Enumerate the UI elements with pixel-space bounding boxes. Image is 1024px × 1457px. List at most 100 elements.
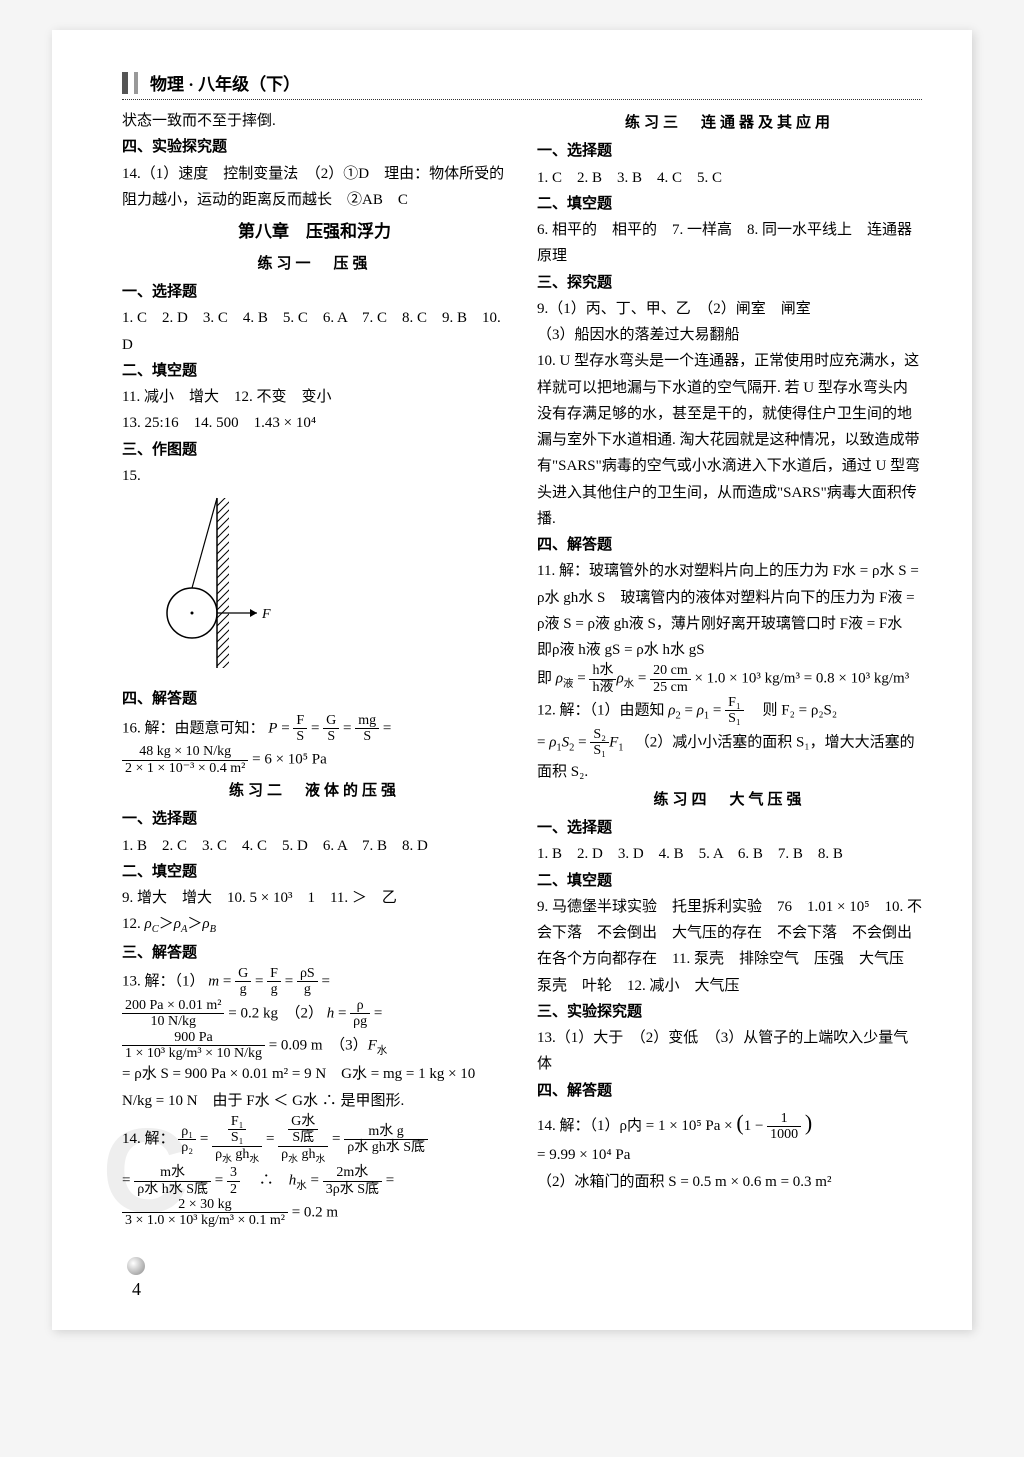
answer-text: 11. 解：玻璃管外的水对塑料片向上的压力为 F水 = ρ水 S = ρ水 gh… — [537, 558, 922, 637]
answer-text: 14.（1）速度 控制变量法 （2）①D 理由：物体所受的阻力越小，运动的距离反… — [122, 161, 507, 214]
header-accent-2 — [134, 72, 138, 94]
page-number: 4 — [132, 1279, 141, 1300]
fraction: h水h液 — [589, 663, 616, 695]
page: C 物理 · 八年级（下） 状态一致而不至于摔倒. 四、实验探究题 14.（1）… — [52, 30, 972, 1330]
section-heading: 三、解答题 — [122, 940, 507, 966]
fraction: ρρg — [350, 998, 370, 1030]
fraction: Fg — [267, 966, 281, 998]
answer-text: 6. 相平的 相平的 7. 一样高 8. 同一水平线上 连通器原理 — [537, 217, 922, 270]
equation-line: 13. 解：（1） m = Gg = Fg = ρSg = — [122, 966, 507, 998]
equation-line: 12. 解：（1）由题知 ρ2 = ρ1 = F₁S₁ 则 F₂ = ρ₂S₂ — [537, 695, 922, 727]
fraction: 11000 — [767, 1111, 801, 1143]
section-heading: 二、填空题 — [537, 868, 922, 894]
eq-text: 13. 解：（1） — [122, 973, 205, 989]
section-heading: 二、填空题 — [122, 859, 507, 885]
eq-text: 12. 解：（1）由题知 — [537, 702, 665, 718]
eq-text: 即 — [537, 671, 552, 687]
fraction: F₁S₁ — [725, 695, 744, 727]
fraction: 2 × 30 kg3 × 1.0 × 10³ kg/m³ × 0.1 m² — [122, 1197, 288, 1229]
equation-line: 48 kg × 10 N/kg2 × 1 × 10⁻³ × 0.4 m² = 6… — [122, 744, 507, 776]
eq-text: 16. 解：由题意可知： — [122, 720, 265, 736]
answer-text: 12. ρC＞ρA＞ρB — [122, 911, 507, 939]
section-heading: 二、填空题 — [122, 358, 507, 384]
eq-result: = 0.2 m — [292, 1204, 338, 1220]
answer-text: 13.（1）大于 （2）变低 （3）从管子的上端吹入少量气体 — [537, 1025, 922, 1078]
equation-line: 14. 解：（1）ρ内 = 1 × 10⁵ Pa × (1 − 11000 ) — [537, 1104, 922, 1143]
section-heading: 三、实验探究题 — [537, 999, 922, 1025]
fraction: 900 Pa1 × 10³ kg/m³ × 10 N/kg — [122, 1030, 265, 1062]
page-header: 物理 · 八年级（下） — [122, 70, 922, 100]
practice-heading: 练习二 液体的压强 — [122, 778, 507, 804]
fraction: Gg — [235, 966, 251, 998]
svg-text:F: F — [261, 607, 271, 622]
fraction: m水ρ水 h水 S底 — [134, 1165, 211, 1197]
right-column: 练习三 连通器及其应用 一、选择题 1. C 2. B 3. B 4. C 5.… — [537, 108, 922, 1229]
section-heading: 四、实验探究题 — [122, 134, 507, 160]
answer-text: 9. 增大 增大 10. 5 × 10³ 1 11. ＞ 乙 — [122, 885, 507, 911]
answer-text: 10. U 型存水弯头是一个连通器，正常使用时应充满水，这样就可以把地漏与下水道… — [537, 348, 922, 532]
fraction: m水 gρ水 gh水 S底 — [344, 1124, 428, 1156]
section-heading: 三、作图题 — [122, 437, 507, 463]
equation-line: 2 × 30 kg3 × 1.0 × 10³ kg/m³ × 0.1 m² = … — [122, 1197, 507, 1229]
answer-text: 9. 马德堡半球实验 托里拆利实验 76 1.01 × 10⁵ 10. 不会下落… — [537, 894, 922, 999]
header-accent-1 — [122, 72, 128, 94]
answer-text: 1. B 2. D 3. D 4. B 5. A 6. B 7. B 8. B — [537, 841, 922, 867]
section-heading: 一、选择题 — [537, 815, 922, 841]
answer-text: = 9.99 × 10⁴ Pa — [537, 1142, 922, 1168]
fraction: 20 cm25 cm — [650, 663, 691, 695]
section-heading: 四、解答题 — [122, 686, 507, 712]
section-heading: 一、选择题 — [122, 806, 507, 832]
fraction: ρ₁ρ₂ — [178, 1124, 196, 1156]
equation-line: 900 Pa1 × 10³ kg/m³ × 10 N/kg = 0.09 m （… — [122, 1030, 507, 1062]
practice-heading: 练习三 连通器及其应用 — [537, 110, 922, 136]
fraction: 32 — [227, 1165, 240, 1197]
eq-text: = 0.09 m （3） — [269, 1037, 368, 1053]
practice-heading: 练习四 大气压强 — [537, 787, 922, 813]
eq-text: 则 F₂ = ρ₂S₂ — [763, 702, 838, 718]
equation-line: = m水ρ水 h水 S底 = 32 ∴ h水 = 2m水3ρ水 S底 = — [122, 1165, 507, 1197]
equation-line: = ρ1S2 = S₂S₁F1 （2）减小小活塞的面积 S₁，增大大活塞的面积 … — [537, 727, 922, 785]
fraction: 200 Pa × 0.01 m²10 N/kg — [122, 998, 224, 1030]
equation-line: 16. 解：由题意可知： P = FS = GS = mgS = — [122, 713, 507, 745]
intro-line: 状态一致而不至于摔倒. — [122, 108, 507, 134]
answer-text: （2）冰箱门的面积 S = 0.5 m × 0.6 m = 0.3 m² — [537, 1169, 922, 1195]
answer-text: 1. B 2. C 3. C 4. C 5. D 6. A 7. B 8. D — [122, 833, 507, 859]
answer-text: 即ρ液 h液 gS = ρ水 h水 gS — [537, 637, 922, 663]
answer-text: 13. 25:16 14. 500 1.43 × 10⁴ — [122, 410, 507, 436]
physics-diagram: F — [142, 493, 302, 673]
section-heading: 一、选择题 — [122, 279, 507, 305]
fraction: mgS — [355, 713, 379, 745]
equation-line: 即 ρ液 = h水h液ρ水 = 20 cm25 cm × 1.0 × 10³ k… — [537, 663, 922, 695]
eq-text: 14. 解：（1）ρ内 = 1 × 10⁵ Pa × — [537, 1118, 733, 1134]
chapter-heading: 第八章 压强和浮力 — [122, 217, 507, 247]
section-heading: 四、解答题 — [537, 1078, 922, 1104]
header-title: 物理 · 八年级（下） — [150, 75, 300, 94]
section-heading: 四、解答题 — [537, 532, 922, 558]
eq-text: ∴ — [259, 1172, 274, 1188]
eq-result: = 6 × 10⁵ Pa — [252, 752, 327, 768]
fraction: FS — [293, 713, 307, 745]
answer-text: 11. 减小 增大 12. 不变 变小 — [122, 384, 507, 410]
answer-text: 1. C 2. D 3. C 4. B 5. C 6. A 7. C 8. C … — [122, 305, 507, 358]
eq-text: × 1.0 × 10³ kg/m³ = 0.8 × 10³ kg/m³ — [694, 671, 909, 687]
fraction: G水S底ρ水 gh水 — [278, 1114, 328, 1165]
fraction: F₁S₁ρ水 gh水 — [212, 1114, 262, 1165]
answer-text: 15. — [122, 463, 507, 489]
answer-text: 1. C 2. B 3. B 4. C 5. C — [537, 165, 922, 191]
fraction: S₂S₁ — [590, 727, 609, 759]
equation-line: 14. 解： ρ₁ρ₂ = F₁S₁ρ水 gh水 = G水S底ρ水 gh水 = … — [122, 1114, 507, 1165]
section-heading: 二、填空题 — [537, 191, 922, 217]
answer-text: = ρ水 S = 900 Pa × 0.01 m² = 9 N G水 = mg … — [122, 1061, 507, 1114]
fraction: 2m水3ρ水 S底 — [323, 1165, 382, 1197]
fraction: 48 kg × 10 N/kg2 × 1 × 10⁻³ × 0.4 m² — [122, 744, 248, 776]
practice-heading: 练习一 压强 — [122, 251, 507, 277]
eq-text: 14. 解： — [122, 1131, 175, 1147]
answer-text: 9.（1）丙、丁、甲、乙 （2）闸室 闸室 — [537, 296, 922, 322]
fraction: GS — [323, 713, 339, 745]
corner-ornament — [127, 1257, 145, 1275]
section-heading: 一、选择题 — [537, 138, 922, 164]
content-columns: 状态一致而不至于摔倒. 四、实验探究题 14.（1）速度 控制变量法 （2）①D… — [122, 108, 922, 1229]
left-column: 状态一致而不至于摔倒. 四、实验探究题 14.（1）速度 控制变量法 （2）①D… — [122, 108, 507, 1229]
eq-text: = 0.2 kg （2） — [228, 1005, 323, 1021]
answer-text: （3）船因水的落差过大易翻船 — [537, 322, 922, 348]
